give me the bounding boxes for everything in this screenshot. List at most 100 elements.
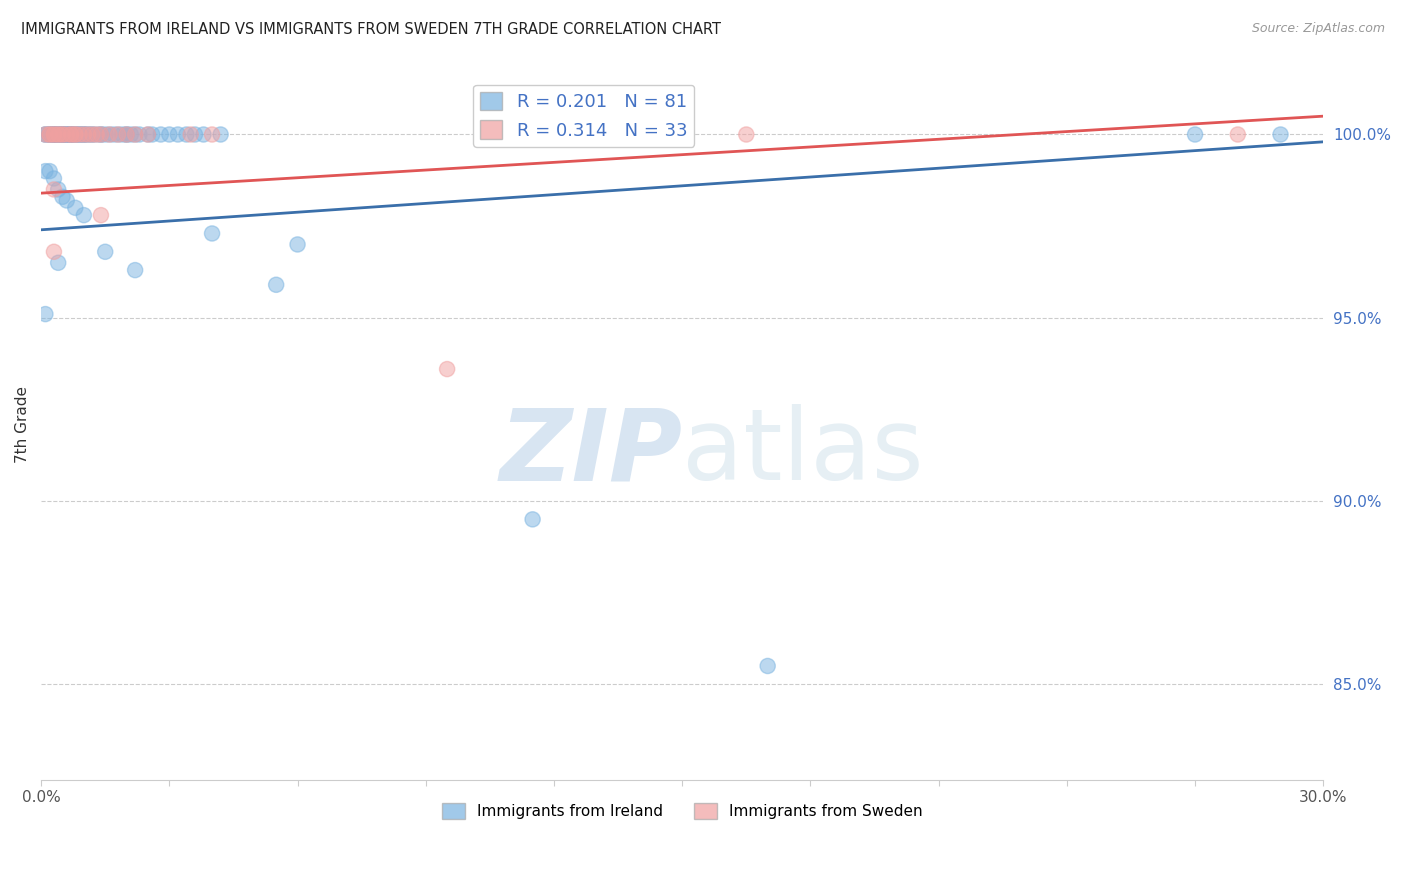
Point [38, 164, 60, 178]
Point [38, 128, 60, 142]
Point [55, 194, 77, 208]
Text: Source: ZipAtlas.com: Source: ZipAtlas.com [1251, 22, 1385, 36]
Point [46, 128, 69, 142]
Point [756, 659, 779, 673]
Point [51, 190, 73, 204]
Point [60, 128, 83, 142]
Point [176, 128, 198, 142]
Point [180, 128, 202, 142]
Point [94, 244, 117, 259]
Point [77, 128, 100, 142]
Point [73, 128, 96, 142]
Point [201, 227, 224, 241]
Point [46, 128, 69, 142]
Point [1226, 128, 1249, 142]
Text: atlas: atlas [682, 404, 924, 501]
Point [42, 128, 65, 142]
Point [51, 128, 73, 142]
Point [167, 128, 190, 142]
Point [51, 128, 73, 142]
Point [55, 128, 77, 142]
Point [193, 128, 215, 142]
Point [38, 128, 60, 142]
Point [201, 128, 224, 142]
Point [287, 237, 309, 252]
Point [90, 128, 112, 142]
Point [51, 128, 73, 142]
Point [69, 128, 91, 142]
Point [115, 128, 138, 142]
Point [51, 128, 73, 142]
Point [1270, 128, 1292, 142]
Point [69, 128, 91, 142]
Point [55, 128, 77, 142]
Point [77, 128, 100, 142]
Point [115, 128, 138, 142]
Point [73, 128, 96, 142]
Point [157, 128, 180, 142]
Point [60, 128, 83, 142]
Point [90, 128, 112, 142]
Point [82, 128, 104, 142]
Point [149, 128, 172, 142]
Point [60, 128, 83, 142]
Point [73, 208, 96, 222]
Point [124, 128, 146, 142]
Point [69, 128, 91, 142]
Point [38, 128, 60, 142]
Point [51, 128, 73, 142]
Point [184, 128, 207, 142]
Point [107, 128, 129, 142]
Point [42, 244, 65, 259]
Point [60, 128, 83, 142]
Point [73, 128, 96, 142]
Point [82, 128, 104, 142]
Point [42, 128, 65, 142]
Point [51, 128, 73, 142]
Point [65, 128, 87, 142]
Point [42, 128, 65, 142]
Point [65, 128, 87, 142]
Point [46, 128, 69, 142]
Y-axis label: 7th Grade: 7th Grade [15, 385, 30, 463]
Text: ZIP: ZIP [499, 404, 682, 501]
Point [98, 128, 121, 142]
Point [522, 512, 544, 526]
Point [1184, 128, 1206, 142]
Point [34, 128, 56, 142]
Point [115, 128, 138, 142]
Point [65, 128, 87, 142]
Point [82, 128, 104, 142]
Point [124, 263, 146, 277]
Point [46, 128, 69, 142]
Point [42, 128, 65, 142]
Point [111, 128, 134, 142]
Point [55, 128, 77, 142]
Point [42, 128, 65, 142]
Point [60, 128, 83, 142]
Point [42, 182, 65, 196]
Point [124, 128, 146, 142]
Point [46, 182, 69, 196]
Point [34, 128, 56, 142]
Point [65, 201, 87, 215]
Point [60, 128, 83, 142]
Point [94, 128, 117, 142]
Point [38, 128, 60, 142]
Point [86, 128, 108, 142]
Point [51, 128, 73, 142]
Point [34, 307, 56, 321]
Point [34, 164, 56, 178]
Point [46, 128, 69, 142]
Point [136, 128, 159, 142]
Point [436, 362, 458, 376]
Point [86, 128, 108, 142]
Point [55, 128, 77, 142]
Point [264, 277, 287, 292]
Point [46, 256, 69, 270]
Point [65, 128, 87, 142]
Point [209, 128, 232, 142]
Point [98, 128, 121, 142]
Legend: Immigrants from Ireland, Immigrants from Sweden: Immigrants from Ireland, Immigrants from… [436, 797, 928, 825]
Point [735, 128, 758, 142]
